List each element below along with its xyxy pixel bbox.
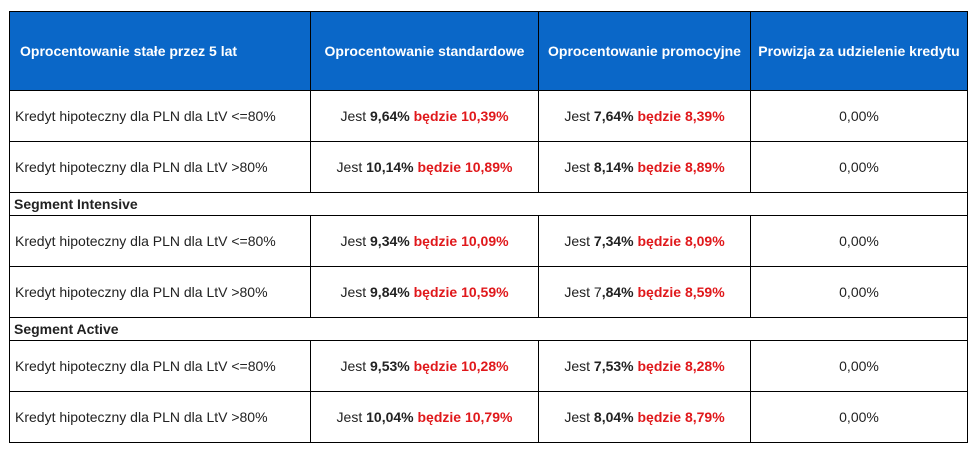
promo-rate-cell: Jest 8,04% będzie 8,79% [538,391,751,443]
future-rate: 8,89% [684,158,725,175]
segment-row: Segment Active [9,317,968,341]
future-rate-word: będzie [633,107,685,124]
current-rate: 8,14% [593,158,634,175]
current-rate: 9,53% [370,357,410,374]
future-rate: 8,39% [684,107,725,124]
header-fixed-rate: Oprocentowanie stałe przez 5 lat [9,11,311,91]
future-rate: 8,79% [684,408,725,425]
future-rate-word: będzie [633,232,685,249]
fee-cell: 0,00% [750,391,968,443]
future-rate-word: będzie [633,158,685,175]
future-rate-word: będzie [409,107,462,124]
rate-prefix: Jest [340,357,371,374]
mortgage-rates-table: Oprocentowanie stałe przez 5 lat Oprocen… [9,11,968,443]
loan-label: Kredyt hipoteczny dla PLN dla LtV <=80% [9,90,311,142]
rate-prefix: Jest 7 [564,283,602,300]
future-rate: 8,28% [684,357,725,374]
header-fee: Prowizja za udzielenie kredytu [750,11,968,91]
current-rate: 10,14% [366,158,414,175]
current-rate: 7,53% [593,357,634,374]
rate-prefix: Jest [340,283,371,300]
loan-label: Kredyt hipoteczny dla PLN dla LtV >80% [9,266,311,318]
current-rate: 9,84% [370,283,410,300]
table-body: Kredyt hipoteczny dla PLN dla LtV <=80% J… [9,90,968,443]
promo-rate-cell: Jest 7,34% będzie 8,09% [538,215,751,267]
current-rate: 7,34% [593,232,634,249]
current-rate: 9,64% [370,107,410,124]
standard-rate-cell: Jest 9,53% będzie 10,28% [310,340,539,392]
segment-title: Segment Active [9,317,968,341]
current-rate: 7,64% [593,107,634,124]
rate-prefix: Jest [564,232,594,249]
future-rate: 10,39% [461,107,509,124]
table-row: Kredyt hipoteczny dla PLN dla LtV <=80% J… [9,215,968,267]
future-rate: 10,89% [464,158,513,175]
current-rate: 10,04% [366,408,414,425]
loan-label: Kredyt hipoteczny dla PLN dla LtV >80% [9,141,311,193]
table-row: Kredyt hipoteczny dla PLN dla LtV >80% Je… [9,266,968,318]
future-rate: 10,28% [461,357,509,374]
current-rate: ,84% [601,283,634,300]
segment-title: Segment Intensive [9,192,968,216]
future-rate-word: będzie [633,408,685,425]
table-row: Kredyt hipoteczny dla PLN dla LtV >80% Je… [9,141,968,193]
future-rate: 8,59% [684,283,725,300]
rate-prefix: Jest [336,158,367,175]
future-rate-word: będzie [633,283,685,300]
rate-prefix: Jest [564,107,594,124]
loan-label: Kredyt hipoteczny dla PLN dla LtV >80% [9,391,311,443]
future-rate-word: będzie [633,357,685,374]
fee-cell: 0,00% [750,215,968,267]
future-rate-word: będzie [413,408,465,425]
promo-rate-cell: Jest 7,64% będzie 8,39% [538,90,751,142]
fee-cell: 0,00% [750,141,968,193]
rates-table-container: Oprocentowanie stałe przez 5 lat Oprocen… [9,11,968,443]
standard-rate-cell: Jest 10,14% będzie 10,89% [310,141,539,193]
header-promo-rate: Oprocentowanie promocyjne [538,11,751,91]
fee-cell: 0,00% [750,266,968,318]
current-rate: 8,04% [593,408,634,425]
fee-cell: 0,00% [750,90,968,142]
standard-rate-cell: Jest 9,34% będzie 10,09% [310,215,539,267]
rate-prefix: Jest [336,408,367,425]
header-standard-rate: Oprocentowanie standardowe [310,11,539,91]
table-row: Kredyt hipoteczny dla PLN dla LtV <=80% J… [9,90,968,142]
rate-prefix: Jest [340,107,371,124]
rate-prefix: Jest [564,357,594,374]
rate-prefix: Jest [340,232,371,249]
loan-label: Kredyt hipoteczny dla PLN dla LtV <=80% [9,340,311,392]
standard-rate-cell: Jest 10,04% będzie 10,79% [310,391,539,443]
future-rate: 10,79% [464,408,513,425]
future-rate-word: będzie [413,158,465,175]
segment-row: Segment Intensive [9,192,968,216]
future-rate-word: będzie [409,232,462,249]
standard-rate-cell: Jest 9,84% będzie 10,59% [310,266,539,318]
future-rate-word: będzie [409,357,462,374]
loan-label: Kredyt hipoteczny dla PLN dla LtV <=80% [9,215,311,267]
table-row: Kredyt hipoteczny dla PLN dla LtV <=80% J… [9,340,968,392]
promo-rate-cell: Jest 7,53% będzie 8,28% [538,340,751,392]
rate-prefix: Jest [564,158,594,175]
rate-prefix: Jest [564,408,594,425]
future-rate: 10,59% [461,283,509,300]
promo-rate-cell: Jest 7,84% będzie 8,59% [538,266,751,318]
future-rate: 10,09% [461,232,509,249]
standard-rate-cell: Jest 9,64% będzie 10,39% [310,90,539,142]
table-row: Kredyt hipoteczny dla PLN dla LtV >80% Je… [9,391,968,443]
header-row: Oprocentowanie stałe przez 5 lat Oprocen… [9,11,968,91]
fee-cell: 0,00% [750,340,968,392]
current-rate: 9,34% [370,232,410,249]
promo-rate-cell: Jest 8,14% będzie 8,89% [538,141,751,193]
future-rate: 8,09% [684,232,725,249]
future-rate-word: będzie [409,283,462,300]
